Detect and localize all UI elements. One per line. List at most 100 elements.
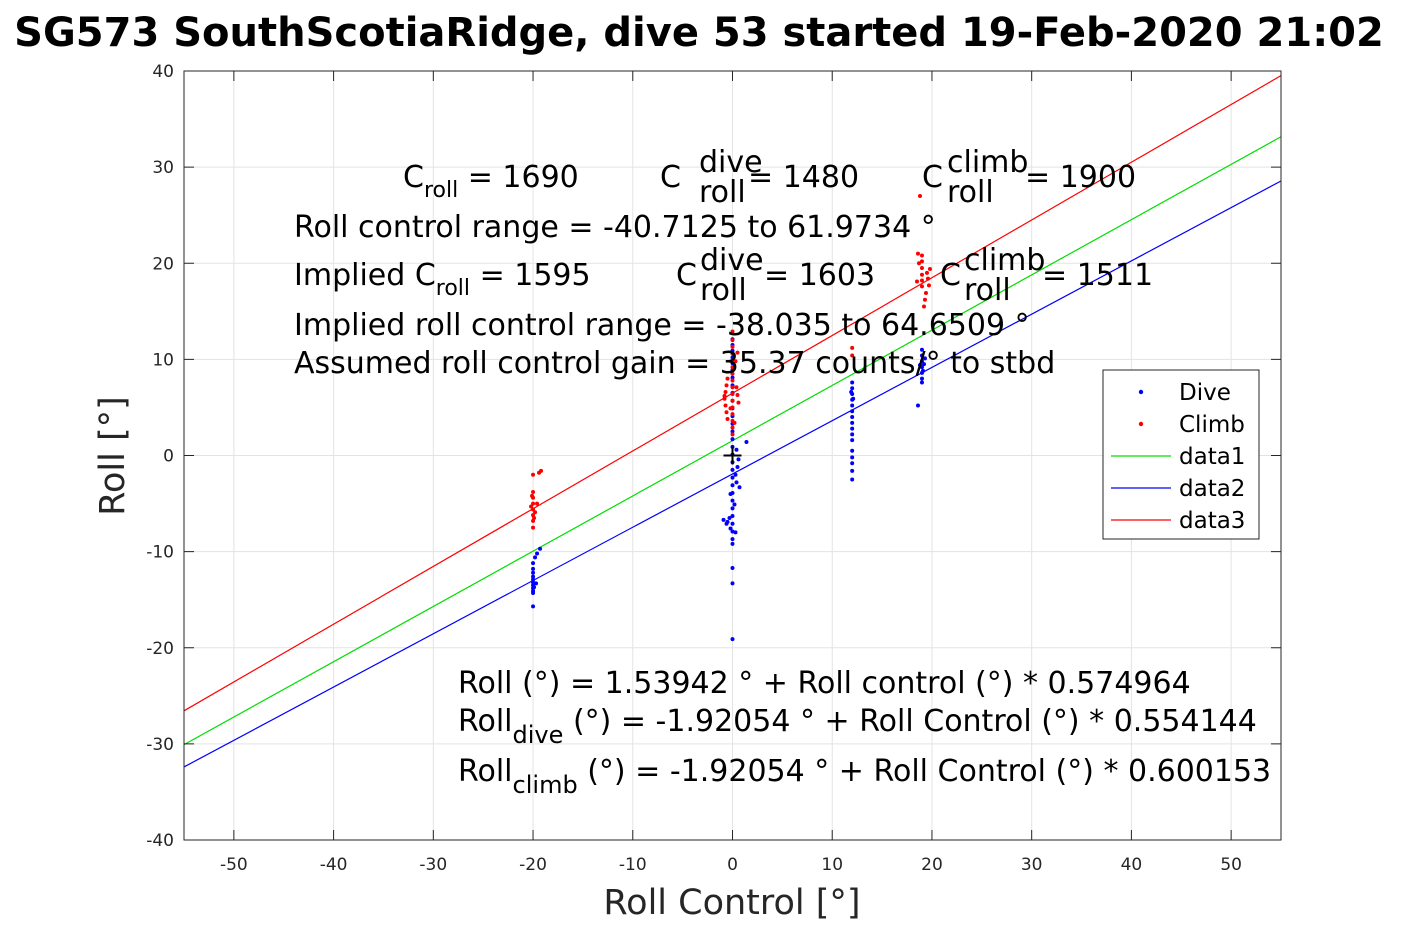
dive-point <box>721 517 726 522</box>
fit-climb-equation: Rollclimb (°) = -1.92054 ° + Roll Contro… <box>458 754 1271 799</box>
climb-point <box>730 378 735 383</box>
climb-point <box>919 253 924 258</box>
dive-point <box>730 348 735 353</box>
svg-text:climb: climb <box>947 145 1028 180</box>
svg-text:roll: roll <box>699 175 746 210</box>
dive-point <box>917 363 922 368</box>
legend-label-Climb: Climb <box>1179 412 1245 438</box>
svg-text:= 1480: = 1480 <box>748 160 859 195</box>
climb-point <box>730 365 735 370</box>
climb-point <box>914 279 919 284</box>
climb-point <box>915 251 920 256</box>
dive-point <box>919 353 924 358</box>
dive-point <box>730 475 735 480</box>
climb-point <box>917 193 922 198</box>
dive-point <box>730 521 735 526</box>
dive-point <box>733 472 738 477</box>
dive-point <box>730 361 735 366</box>
climb-point <box>919 266 924 271</box>
climb-point <box>730 432 735 437</box>
climb-point <box>723 390 728 395</box>
climb-point <box>725 376 730 381</box>
dive-point <box>850 409 855 414</box>
dive-point <box>730 483 735 488</box>
svg-text:C: C <box>660 160 681 195</box>
climb-point <box>730 385 735 390</box>
climb-point <box>730 329 735 334</box>
climb-point <box>532 515 537 520</box>
dive-point <box>734 447 739 452</box>
climb-point <box>539 468 544 473</box>
dive-point <box>730 537 735 542</box>
climb-point <box>733 359 738 364</box>
dive-point <box>730 437 735 442</box>
svg-text:dive: dive <box>700 243 764 278</box>
climb-point <box>921 304 926 309</box>
dive-point <box>850 468 855 473</box>
dive-point <box>730 429 735 434</box>
x-tick-label: -20 <box>519 855 547 875</box>
climb-point <box>723 403 728 408</box>
climb-point <box>531 490 536 495</box>
climb-point <box>919 259 924 264</box>
svg-text:= 1900: = 1900 <box>1025 160 1136 195</box>
dive-point <box>919 359 924 364</box>
dive-point <box>850 455 855 460</box>
dive-point <box>922 356 927 361</box>
y-tick-label: -10 <box>146 543 174 563</box>
c-climb-value: 1900 <box>1060 160 1136 195</box>
dive-point <box>921 362 926 367</box>
climb-point <box>531 507 536 512</box>
climb-point <box>730 351 735 356</box>
chart-title: SG573 SouthScotiaRidge, dive 53 started … <box>14 10 1384 56</box>
dive-point <box>732 502 737 507</box>
x-tick-label: 0 <box>727 855 738 875</box>
climb-point <box>533 510 538 515</box>
svg-text:C: C <box>940 258 961 293</box>
climb-point <box>850 353 855 358</box>
climb-point <box>722 396 727 401</box>
climb-point <box>730 338 735 343</box>
dive-point <box>915 403 920 408</box>
dive-point <box>730 355 735 360</box>
climb-point <box>730 425 735 430</box>
dive-point <box>531 574 536 579</box>
dive-point <box>850 461 855 466</box>
climb-point <box>734 385 739 390</box>
center-marker <box>723 446 742 465</box>
dive-point <box>531 577 536 582</box>
dive-point <box>850 448 855 453</box>
implied-c-roll-value: 1595 <box>514 258 590 293</box>
implied-c-climb-value: 1511 <box>1077 258 1153 293</box>
dive-point <box>531 566 536 571</box>
climb-point <box>531 472 536 477</box>
dive-point <box>531 561 536 566</box>
dive-point <box>919 376 924 381</box>
climb-point <box>923 291 928 296</box>
climb-point <box>722 393 727 398</box>
climb-point <box>529 504 534 509</box>
dive-point <box>724 521 729 526</box>
dive-point <box>532 585 537 590</box>
climb-point <box>535 501 540 506</box>
dive-point <box>850 420 855 425</box>
dive-point <box>730 367 735 372</box>
dive-point <box>727 515 732 520</box>
dive-point <box>535 551 540 556</box>
svg-text:roll: roll <box>700 273 747 308</box>
x-tick-label: 10 <box>821 855 843 875</box>
climb-point <box>730 344 735 349</box>
svg-text:Implied Croll = 1595: Implied Croll = 1595 <box>294 258 591 301</box>
dive-point <box>919 380 924 385</box>
dive-point <box>850 380 855 385</box>
svg-text:= 1511: = 1511 <box>1042 258 1153 293</box>
climb-point <box>927 267 932 272</box>
svg-text:roll: roll <box>947 175 994 210</box>
dive-point <box>919 347 924 352</box>
dive-point <box>850 415 855 420</box>
axis-ticks: -50 -40 -30 -20 -10 0 10 20 30 40 50 -40 -30 -20 -10 0 1… <box>146 62 1281 875</box>
dive-point <box>730 581 735 586</box>
x-tick-label: -50 <box>220 855 248 875</box>
dive-point <box>730 375 735 380</box>
dive-point <box>730 506 735 511</box>
